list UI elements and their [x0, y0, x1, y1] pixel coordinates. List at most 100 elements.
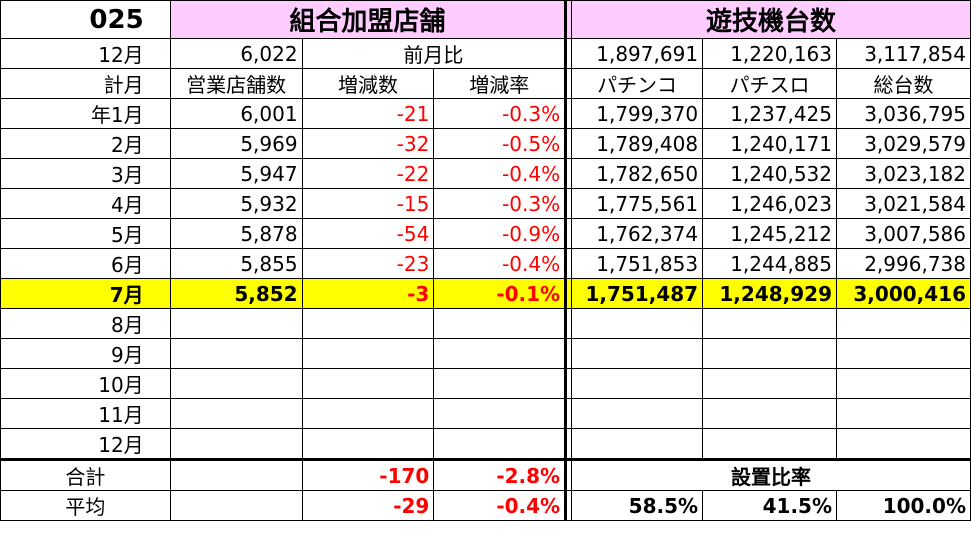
month-row: 2月 5,969 -32 -0.5% 1,789,408 1,240,171 3,029,5…	[0, 128, 971, 159]
month-label: 8月	[0, 308, 171, 339]
slot-value: 1,240,532	[702, 158, 837, 189]
stores-value: 5,878	[169, 218, 303, 249]
change-value: -3	[301, 278, 435, 309]
pachinko-value	[571, 338, 704, 369]
slot-value: 1,245,212	[702, 218, 837, 249]
header-stores: 営業店舗数	[169, 68, 303, 99]
previous-month-pachinko: 1,897,691	[571, 38, 704, 69]
header-slot: パチスロ	[702, 68, 837, 99]
total-value: 3,000,416	[836, 278, 971, 309]
header-total: 総台数	[836, 68, 971, 99]
total-rate: -2.8%	[433, 458, 567, 491]
change-value	[301, 398, 435, 429]
slot-value: 1,237,425	[702, 98, 837, 129]
change-value: -23	[301, 248, 435, 279]
month-label: 9月	[0, 338, 171, 369]
month-label: 5月	[0, 218, 171, 249]
pachinko-value: 1,775,561	[571, 188, 704, 219]
slot-value	[702, 308, 837, 339]
pachinko-ratio: 58.5%	[571, 490, 704, 521]
rate-value: -0.4%	[433, 158, 567, 189]
change-value: -32	[301, 128, 435, 159]
machine-count-title: 遊技機台数	[571, 0, 971, 39]
stores-value: 5,969	[169, 128, 303, 159]
total-value	[836, 368, 971, 399]
previous-month-total: 3,117,854	[836, 38, 971, 69]
pachinko-value: 1,789,408	[571, 128, 704, 159]
total-label: 合計	[0, 458, 171, 491]
year-title: 025	[0, 0, 171, 39]
total-value: 3,007,586	[836, 218, 971, 249]
month-label: 3月	[0, 158, 171, 189]
month-label: 11月	[0, 398, 171, 429]
rate-value	[433, 308, 567, 339]
month-row: 年1月 6,001 -21 -0.3% 1,799,370 1,237,425 3,036,…	[0, 98, 971, 129]
stores-value: 5,932	[169, 188, 303, 219]
pachinko-value	[571, 398, 704, 429]
rate-value	[433, 338, 567, 369]
pachinko-value	[571, 368, 704, 399]
month-row: 7月 5,852 -3 -0.1% 1,751,487 1,248,929 3,000,41…	[0, 278, 971, 309]
month-label: 年1月	[0, 98, 171, 129]
stores-value	[169, 338, 303, 369]
change-value: -21	[301, 98, 435, 129]
pachinko-value: 1,762,374	[571, 218, 704, 249]
stores-value	[169, 368, 303, 399]
pachinko-stats-table: 025 組合加盟店舗 遊技機台数 12月 6,022 前月比 1,897,691…	[0, 0, 971, 521]
total-value	[836, 308, 971, 339]
slot-value: 1,248,929	[702, 278, 837, 309]
change-value	[301, 308, 435, 339]
month-label: 2月	[0, 128, 171, 159]
stores-value: 6,001	[169, 98, 303, 129]
stores-value	[169, 308, 303, 339]
previous-month-label: 12月	[0, 38, 171, 69]
rate-value	[433, 428, 567, 460]
change-value	[301, 338, 435, 369]
month-row: 11月	[0, 398, 971, 429]
average-rate: -0.4%	[433, 490, 567, 521]
rate-value: -0.4%	[433, 248, 567, 279]
rate-value: -0.3%	[433, 98, 567, 129]
pachinko-value: 1,751,853	[571, 248, 704, 279]
slot-value	[702, 368, 837, 399]
header-month: 計月	[0, 68, 171, 99]
total-value	[836, 338, 971, 369]
average-stores	[169, 490, 303, 521]
total-value: 3,023,182	[836, 158, 971, 189]
total-value: 3,036,795	[836, 98, 971, 129]
month-row: 12月	[0, 428, 971, 460]
change-value: -22	[301, 158, 435, 189]
change-value: -54	[301, 218, 435, 249]
month-label: 4月	[0, 188, 171, 219]
stores-value	[169, 398, 303, 429]
average-label: 平均	[0, 490, 171, 521]
month-label: 6月	[0, 248, 171, 279]
rate-value	[433, 398, 567, 429]
rate-value	[433, 368, 567, 399]
stores-value: 5,855	[169, 248, 303, 279]
month-label: 7月	[0, 278, 171, 309]
rate-value: -0.1%	[433, 278, 567, 309]
slot-value: 1,244,885	[702, 248, 837, 279]
total-value	[836, 428, 971, 460]
pachinko-value: 1,782,650	[571, 158, 704, 189]
month-row: 3月 5,947 -22 -0.4% 1,782,650 1,240,532 3,023,1…	[0, 158, 971, 189]
monthly-rows: 年1月 6,001 -21 -0.3% 1,799,370 1,237,425 3,036,…	[0, 98, 971, 460]
total-stores	[169, 458, 303, 491]
pachinko-value	[571, 428, 704, 460]
install-ratio-label: 設置比率	[571, 458, 971, 491]
slot-value: 1,240,171	[702, 128, 837, 159]
header-pachinko: パチンコ	[571, 68, 704, 99]
month-row: 4月 5,932 -15 -0.3% 1,775,561 1,246,023 3,021,5…	[0, 188, 971, 219]
month-row: 10月	[0, 368, 971, 399]
slot-value	[702, 338, 837, 369]
compare-label: 前月比	[301, 38, 567, 69]
pachinko-value: 1,751,487	[571, 278, 704, 309]
slot-value	[702, 428, 837, 460]
change-value: -15	[301, 188, 435, 219]
stores-value: 5,947	[169, 158, 303, 189]
total-value: 2,996,738	[836, 248, 971, 279]
previous-month-row: 12月 6,022 前月比 1,897,691 1,220,163 3,117,…	[0, 38, 971, 69]
total-value: 3,021,584	[836, 188, 971, 219]
average-change: -29	[301, 490, 435, 521]
